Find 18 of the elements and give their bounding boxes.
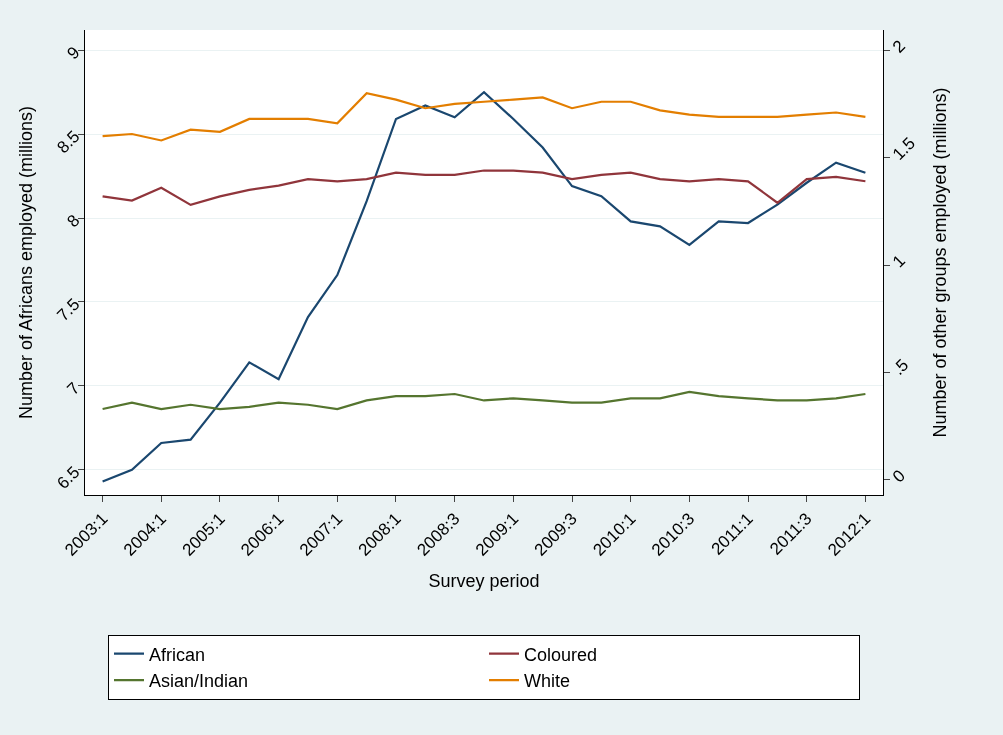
y2-tick-label: 2 bbox=[888, 36, 909, 57]
y-tick-label: 6.5 bbox=[53, 462, 84, 493]
x-axis-title: Survey period bbox=[428, 570, 540, 591]
y2-tick-label: .5 bbox=[888, 355, 913, 379]
y2-tick-label: 0 bbox=[888, 466, 909, 487]
legend-label: White bbox=[524, 671, 571, 692]
legend-label: Asian/Indian bbox=[149, 671, 249, 692]
y-tick-label: 8 bbox=[63, 210, 84, 231]
y2-axis-title: Number of other groups employed (millions) bbox=[930, 87, 951, 438]
y-tick-label: 7 bbox=[63, 378, 84, 399]
y-tick-label: 8.5 bbox=[53, 126, 84, 158]
y2-tick-label: 1 bbox=[888, 251, 909, 272]
legend-label: African bbox=[149, 644, 206, 665]
y-tick-label: 7.5 bbox=[53, 294, 84, 325]
y-tick-label: 9 bbox=[63, 42, 84, 64]
y2-tick-label: 1.5 bbox=[888, 133, 919, 164]
legend-label: Coloured bbox=[524, 644, 598, 665]
y-axis-title: Number of Africans employed (millions) bbox=[16, 105, 37, 420]
